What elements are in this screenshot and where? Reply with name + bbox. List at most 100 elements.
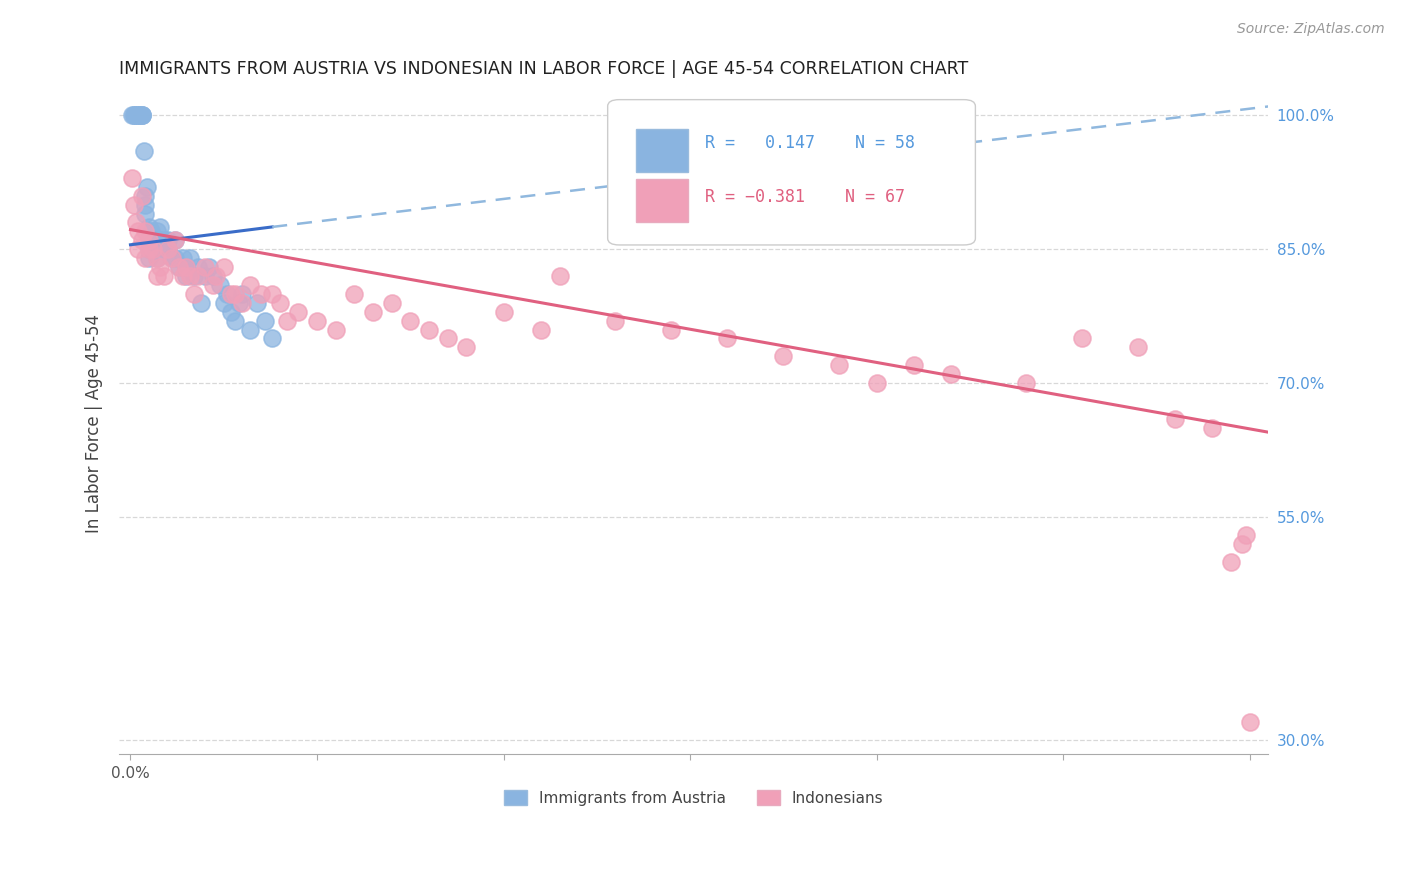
Point xyxy=(399,313,422,327)
Point xyxy=(325,322,347,336)
Point xyxy=(131,108,153,122)
Point xyxy=(176,260,198,274)
Point xyxy=(142,242,165,256)
FancyBboxPatch shape xyxy=(637,179,688,222)
Point xyxy=(201,268,224,283)
Point xyxy=(122,108,145,122)
Point xyxy=(361,304,384,318)
Point xyxy=(228,295,250,310)
Point xyxy=(127,224,149,238)
Point xyxy=(305,313,328,327)
Point xyxy=(149,260,172,274)
Point xyxy=(149,233,172,247)
Point xyxy=(198,260,221,274)
Point xyxy=(165,233,187,247)
Point xyxy=(145,251,167,265)
Point xyxy=(122,197,145,211)
Point xyxy=(149,219,172,234)
Point xyxy=(208,277,231,292)
Point xyxy=(941,367,963,381)
Point xyxy=(262,331,284,345)
Point xyxy=(132,144,155,158)
Point xyxy=(176,268,198,283)
Point xyxy=(179,251,201,265)
Point xyxy=(138,251,160,265)
Point xyxy=(142,242,165,256)
Point xyxy=(716,331,738,345)
Point xyxy=(127,108,149,122)
Point xyxy=(1126,340,1149,354)
Text: Source: ZipAtlas.com: Source: ZipAtlas.com xyxy=(1237,22,1385,37)
Point xyxy=(492,304,515,318)
Point xyxy=(138,233,160,247)
Y-axis label: In Labor Force | Age 45-54: In Labor Force | Age 45-54 xyxy=(86,314,103,533)
Point xyxy=(246,295,269,310)
Point xyxy=(190,295,212,310)
Point xyxy=(127,242,149,256)
Point xyxy=(131,233,153,247)
Point xyxy=(828,358,851,372)
Point xyxy=(269,295,291,310)
Point xyxy=(138,224,160,238)
Point xyxy=(1232,537,1254,551)
Point xyxy=(153,233,176,247)
Point xyxy=(187,260,209,274)
Point xyxy=(127,108,149,122)
Point xyxy=(194,268,217,283)
Point xyxy=(172,268,194,283)
Point xyxy=(153,242,176,256)
Point xyxy=(160,251,183,265)
Point xyxy=(176,260,198,274)
Point xyxy=(138,233,160,247)
Point xyxy=(179,268,201,283)
Point xyxy=(167,260,190,274)
Point xyxy=(134,251,156,265)
Point xyxy=(1201,421,1223,435)
Point xyxy=(250,286,273,301)
Point xyxy=(134,224,156,238)
Point xyxy=(121,108,143,122)
Point xyxy=(145,233,167,247)
Point xyxy=(205,268,228,283)
Point xyxy=(605,313,627,327)
Point xyxy=(142,233,165,247)
Point xyxy=(194,260,217,274)
Point xyxy=(153,268,176,283)
Point xyxy=(136,179,159,194)
Point xyxy=(201,277,224,292)
Point xyxy=(661,322,683,336)
Point xyxy=(183,286,205,301)
Point xyxy=(343,286,366,301)
Point xyxy=(145,251,167,265)
Point xyxy=(142,233,165,247)
Point xyxy=(131,108,153,122)
Point xyxy=(436,331,458,345)
Point xyxy=(224,313,246,327)
Point xyxy=(183,268,205,283)
Point xyxy=(125,215,148,229)
Text: R = −0.381    N = 67: R = −0.381 N = 67 xyxy=(706,188,905,206)
Point xyxy=(1070,331,1092,345)
Point xyxy=(165,233,187,247)
Point xyxy=(131,188,153,202)
Point xyxy=(530,322,553,336)
Point xyxy=(160,251,183,265)
Point xyxy=(134,188,156,202)
Point xyxy=(239,322,262,336)
Point xyxy=(125,108,148,122)
Point xyxy=(145,268,167,283)
Point xyxy=(167,260,190,274)
Point xyxy=(217,286,239,301)
Point xyxy=(156,233,179,247)
Point xyxy=(276,313,298,327)
Point xyxy=(224,286,246,301)
Point xyxy=(381,295,404,310)
Point xyxy=(145,224,167,238)
Point xyxy=(134,206,156,220)
Point xyxy=(128,108,150,122)
Point xyxy=(262,286,284,301)
Point xyxy=(138,219,160,234)
Point xyxy=(418,322,440,336)
Point xyxy=(172,251,194,265)
Point xyxy=(1220,555,1243,569)
